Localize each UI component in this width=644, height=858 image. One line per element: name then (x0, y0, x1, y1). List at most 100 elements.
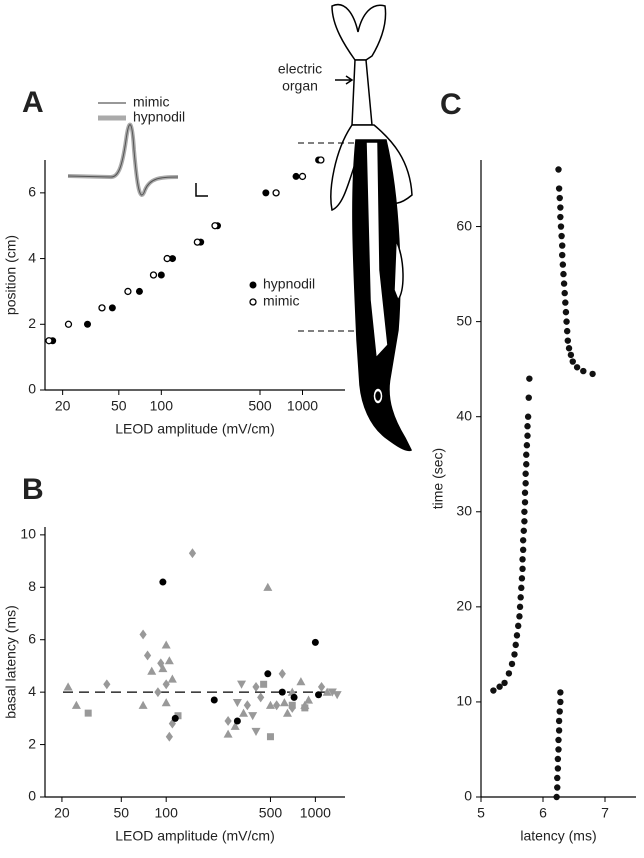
waveform-trace (67, 122, 179, 198)
x-tick-label: 7 (601, 805, 609, 821)
x-tick-label: 500 (248, 398, 272, 414)
data-point (580, 367, 587, 375)
y-tick-label: 0 (28, 788, 36, 804)
x-tick-label: 6 (539, 805, 547, 821)
data-point (138, 700, 148, 709)
data-point (282, 708, 292, 717)
y-tick-label: 10 (456, 693, 472, 709)
y-tick-label: 6 (28, 630, 36, 646)
x-tick-label: 1000 (300, 805, 331, 821)
y-tick-label: 20 (456, 598, 472, 614)
data-point (505, 670, 513, 677)
data-point (519, 537, 527, 544)
data-point (564, 337, 571, 344)
x-tick-label: 50 (114, 805, 130, 821)
data-point (171, 714, 179, 722)
annotation: organ (282, 78, 318, 94)
data-point (559, 251, 566, 259)
data-point (554, 774, 561, 782)
data-point (562, 299, 569, 306)
scale-bar (195, 183, 208, 197)
data-point (243, 700, 251, 711)
x-axis-title: latency (ms) (520, 828, 596, 844)
data-point (518, 584, 525, 592)
data-point (513, 632, 521, 639)
data-point (515, 622, 522, 630)
data-point (569, 358, 576, 365)
data-point (526, 375, 533, 382)
data-point (322, 687, 332, 696)
data-point (266, 733, 274, 741)
y-tick-label: 6 (28, 184, 36, 200)
x-tick-label: 20 (55, 398, 71, 414)
data-point (143, 650, 152, 661)
y-axis-title: position (cm) (3, 235, 19, 315)
legend-label: hypnodil (263, 276, 315, 292)
data-point (523, 451, 530, 458)
x-tick-label: 50 (111, 398, 127, 414)
x-tick-label: 100 (155, 805, 179, 821)
data-point (161, 640, 171, 649)
data-point (288, 701, 296, 709)
data-point (567, 351, 575, 359)
data-point (108, 304, 116, 312)
data-point (230, 721, 240, 730)
data-point (232, 699, 242, 708)
data-point (210, 696, 218, 704)
data-point (563, 327, 571, 335)
data-point (278, 688, 286, 696)
data-point (83, 320, 91, 328)
data-point (272, 189, 280, 197)
data-point (162, 679, 170, 690)
data-point (154, 687, 162, 698)
data-point (556, 708, 563, 715)
legend-marker (249, 281, 257, 289)
data-point (135, 287, 143, 295)
data-point (563, 318, 570, 325)
data-point (556, 194, 563, 202)
data-point (174, 712, 182, 720)
data-point (518, 575, 526, 582)
data-point (522, 480, 529, 487)
x-axis-title: LEOD amplitude (mV/cm) (115, 421, 274, 437)
y-tick-label: 0 (28, 381, 36, 397)
data-point (521, 508, 528, 515)
data-point (555, 746, 562, 753)
data-point (45, 337, 53, 345)
data-point (561, 289, 568, 297)
data-point (511, 651, 518, 658)
data-point (523, 461, 530, 468)
data-point (523, 442, 531, 449)
y-tick-label: 0 (464, 788, 472, 804)
data-point (157, 271, 165, 279)
data-point (557, 689, 564, 696)
data-point (565, 345, 573, 352)
data-point (557, 223, 565, 230)
data-point (63, 682, 73, 691)
data-point (278, 668, 286, 679)
data-point (248, 712, 258, 721)
x-axis-title: LEOD amplitude (mV/cm) (115, 828, 274, 844)
data-point (554, 765, 562, 772)
data-point (147, 666, 157, 675)
y-tick-label: 4 (28, 249, 36, 265)
data-point (490, 687, 497, 694)
data-point (257, 692, 265, 703)
data-point (273, 700, 281, 711)
data-point (311, 638, 319, 646)
data-point (555, 717, 563, 725)
data-point (251, 727, 261, 736)
data-point (317, 156, 325, 164)
data-point (296, 677, 306, 686)
data-point (64, 320, 73, 328)
data-point (558, 232, 565, 240)
data-point (158, 664, 168, 673)
data-point (555, 185, 563, 192)
data-point (557, 213, 564, 221)
x-tick-label: 500 (259, 805, 283, 821)
y-tick-label: 60 (456, 217, 472, 233)
y-tick-label: 50 (456, 312, 472, 328)
data-point (520, 527, 527, 534)
data-point (265, 700, 275, 709)
